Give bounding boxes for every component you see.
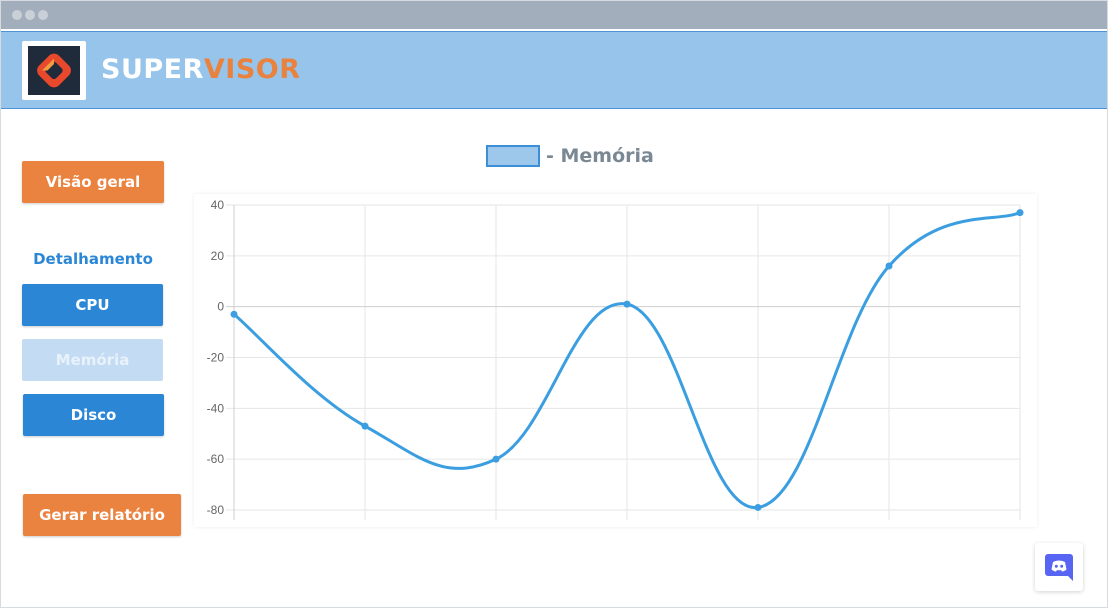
details-section-label: Detalhamento (33, 250, 153, 268)
window-titlebar (1, 1, 1107, 29)
data-point (885, 262, 893, 270)
discord-icon (1045, 554, 1073, 581)
memory-series-line (233, 211, 1021, 509)
window-dot-icon[interactable] (12, 10, 22, 20)
cpu-button[interactable]: CPU (22, 284, 163, 326)
data-point (230, 310, 238, 318)
supervisor-logo-icon (28, 46, 80, 95)
disk-button[interactable]: Disco (23, 394, 164, 436)
data-point (361, 422, 369, 430)
generate-report-button[interactable]: Gerar relatório (23, 494, 181, 536)
data-point (1016, 209, 1024, 217)
legend-swatch (486, 145, 540, 167)
data-point (623, 300, 631, 308)
chart-legend[interactable]: - Memória (486, 143, 654, 169)
memory-chart-svg: 40 20 0 -20 -40 -60 -80 (207, 198, 1024, 520)
y-tick-label: 20 (211, 249, 225, 263)
y-tick-label: -80 (207, 503, 225, 517)
overview-button[interactable]: Visão geral (22, 161, 164, 203)
window-dot-icon[interactable] (25, 10, 35, 20)
brand-title: SUPERVISOR (101, 54, 301, 85)
y-tick-label: -40 (207, 401, 225, 415)
y-tick-label: -60 (207, 452, 225, 466)
discord-button[interactable] (1035, 543, 1083, 591)
memory-button[interactable]: Memória (22, 339, 163, 381)
brand-title-part2: VISOR (203, 54, 301, 85)
y-tick-label: -20 (207, 351, 225, 365)
data-point (754, 503, 762, 511)
legend-label: - Memória (546, 145, 654, 167)
y-tick-label: 0 (217, 300, 224, 314)
data-point (492, 455, 500, 463)
logo[interactable] (22, 41, 86, 100)
brand-title-part1: SUPER (101, 54, 204, 85)
app-header: SUPERVISOR (1, 31, 1107, 109)
memory-chart: 40 20 0 -20 -40 -60 -80 (194, 194, 1037, 527)
y-tick-label: 40 (211, 198, 225, 212)
window-dot-icon[interactable] (38, 10, 48, 20)
